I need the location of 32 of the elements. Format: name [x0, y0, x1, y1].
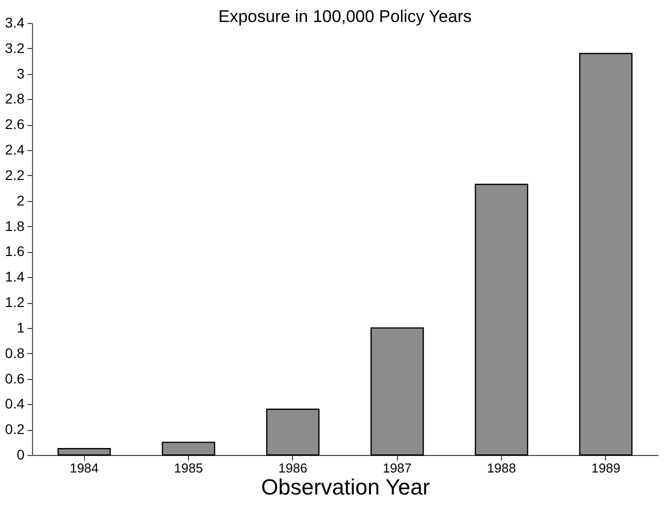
y-tick-label: 3.4: [5, 14, 25, 30]
bar: [57, 448, 111, 456]
y-tick-label: 3.2: [5, 40, 25, 56]
x-tick-label: 1988: [487, 460, 516, 476]
bar: [370, 327, 424, 456]
y-tick-label: 2.6: [5, 116, 25, 132]
y-tick-label: 1.6: [5, 243, 25, 260]
x-tick-label: 1989: [591, 460, 620, 476]
x-tick-label: 1985: [174, 460, 203, 476]
bar: [579, 52, 633, 456]
y-tick-label: 2.4: [5, 142, 25, 158]
y-tick-label: 1.4: [5, 268, 25, 285]
bar: [266, 408, 320, 456]
y-tick-label: 0.8: [5, 344, 25, 361]
y-tick-label: 1.8: [5, 218, 25, 234]
y-tick-label: 1: [16, 319, 25, 336]
x-axis-title: Observation Year: [261, 474, 430, 500]
y-tick-label: 0.4: [5, 396, 25, 412]
x-tick-label: 1987: [382, 460, 412, 476]
y-tick-label: 2.2: [5, 166, 25, 183]
y-tick-label: 3: [16, 65, 25, 82]
chart-title: Exposure in 100,000 Policy Years: [218, 7, 472, 26]
y-tick-label: 2.8: [5, 90, 25, 107]
y-tick-label: 0: [16, 446, 25, 462]
y-tick-label: 0.2: [5, 421, 25, 438]
y-tick-label: 2: [16, 192, 25, 208]
y-tick-label: 0.6: [5, 370, 25, 386]
x-tick-label: 1984: [70, 460, 99, 476]
x-tick-label: 1986: [278, 460, 308, 476]
bar: [474, 184, 528, 456]
bar: [162, 442, 216, 456]
y-tick-label: 1.2: [5, 294, 25, 310]
